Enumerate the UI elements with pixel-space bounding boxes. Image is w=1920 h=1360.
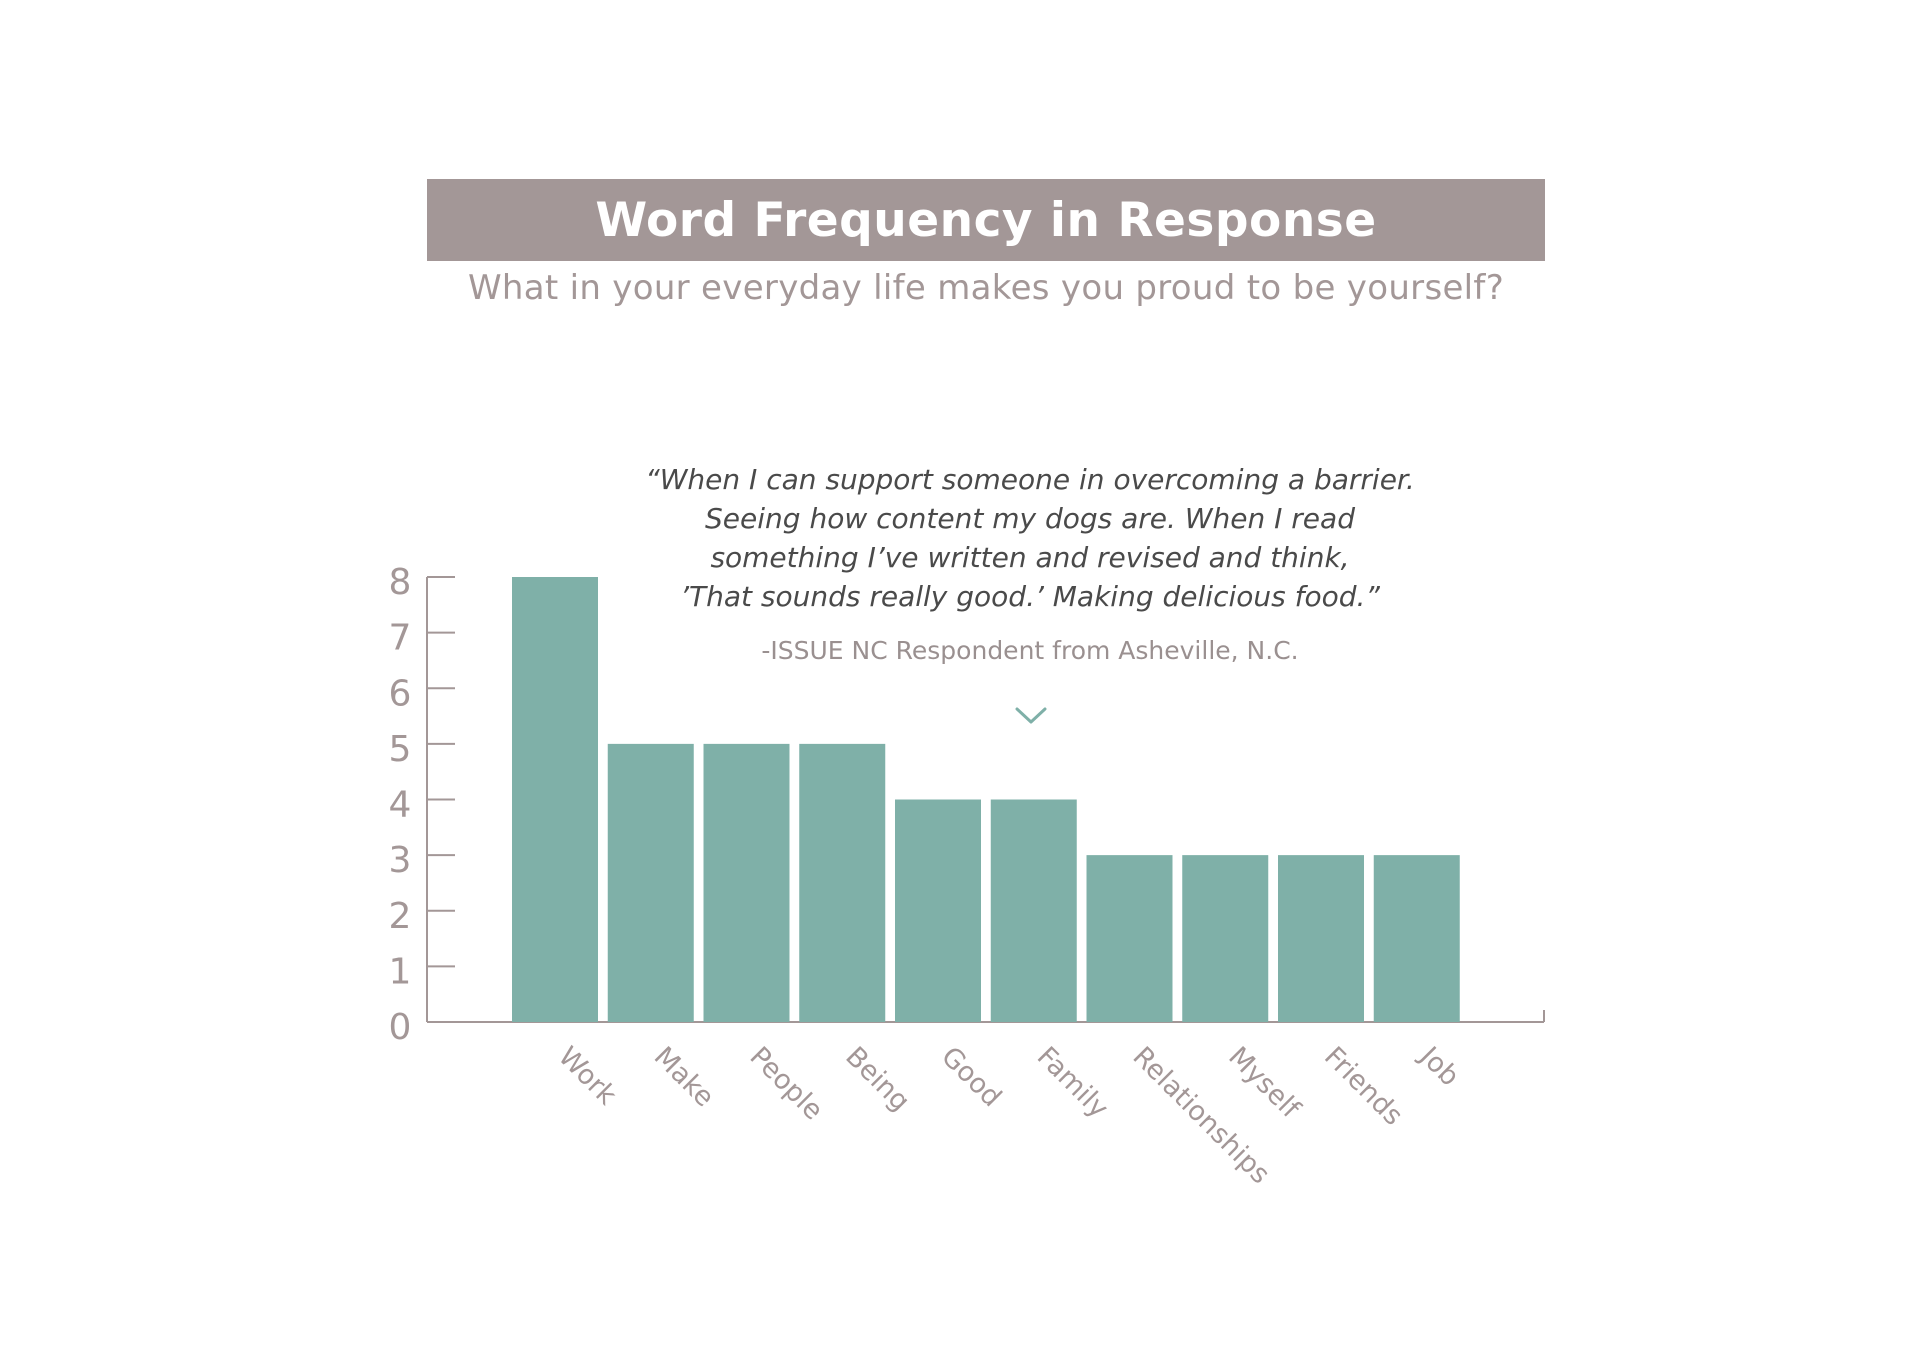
x-category-label: Work — [552, 1041, 623, 1112]
y-tick-label: 1 — [389, 951, 412, 992]
y-tick-label: 2 — [389, 896, 412, 937]
bar-job — [1373, 855, 1460, 1022]
chevron-down-icon — [1015, 707, 1047, 724]
y-tick-label: 8 — [389, 562, 412, 603]
y-tick-label: 3 — [389, 840, 412, 881]
respondent-quote: “When I can support someone in overcomin… — [620, 460, 1440, 616]
quote-line: something I’ve written and revised and t… — [710, 541, 1350, 574]
x-category-label: Job — [1412, 1040, 1465, 1093]
y-tick-label: 5 — [389, 729, 412, 770]
quote-line: Seeing how content my dogs are. When I r… — [705, 502, 1355, 535]
chart-title: Word Frequency in Response — [595, 192, 1377, 248]
bar-family — [990, 799, 1077, 1022]
bar-myself — [1182, 855, 1269, 1022]
bar-people — [703, 743, 790, 1022]
bar-good — [895, 799, 981, 1022]
x-category-label: People — [744, 1041, 829, 1126]
bar-being — [799, 743, 886, 1022]
x-category-label: Myself — [1222, 1041, 1306, 1125]
y-tick-label: 0 — [389, 1007, 412, 1048]
quote-attribution: -ISSUE NC Respondent from Asheville, N.C… — [761, 636, 1299, 665]
y-tick-label: 4 — [389, 785, 412, 826]
x-category-label: Good — [935, 1041, 1007, 1113]
bar-work — [512, 577, 598, 1022]
bar-make — [607, 743, 694, 1022]
chart-subtitle: What in your everyday life makes you pro… — [467, 268, 1505, 308]
x-category-label: Being — [839, 1041, 915, 1117]
x-category-label: Family — [1031, 1041, 1114, 1124]
y-axis-ticks: 0 1 2 3 4 5 6 7 8 — [389, 562, 455, 1048]
quote-line: ’That sounds really good.’ Making delici… — [680, 580, 1380, 613]
bar-friends — [1278, 855, 1364, 1022]
title-banner: Word Frequency in Response — [427, 179, 1545, 261]
x-category-label: Make — [648, 1041, 720, 1113]
y-tick-label: 6 — [389, 673, 412, 714]
x-category-label: Friends — [1318, 1041, 1409, 1132]
chart-bars — [512, 577, 1460, 1022]
bar-relationships — [1086, 855, 1173, 1022]
x-axis-categories: Work Make People Being Good Family Relationshi… — [552, 1040, 1465, 1190]
quote-line: “When I can support someone in overcomin… — [645, 463, 1415, 496]
y-tick-label: 7 — [389, 618, 412, 659]
